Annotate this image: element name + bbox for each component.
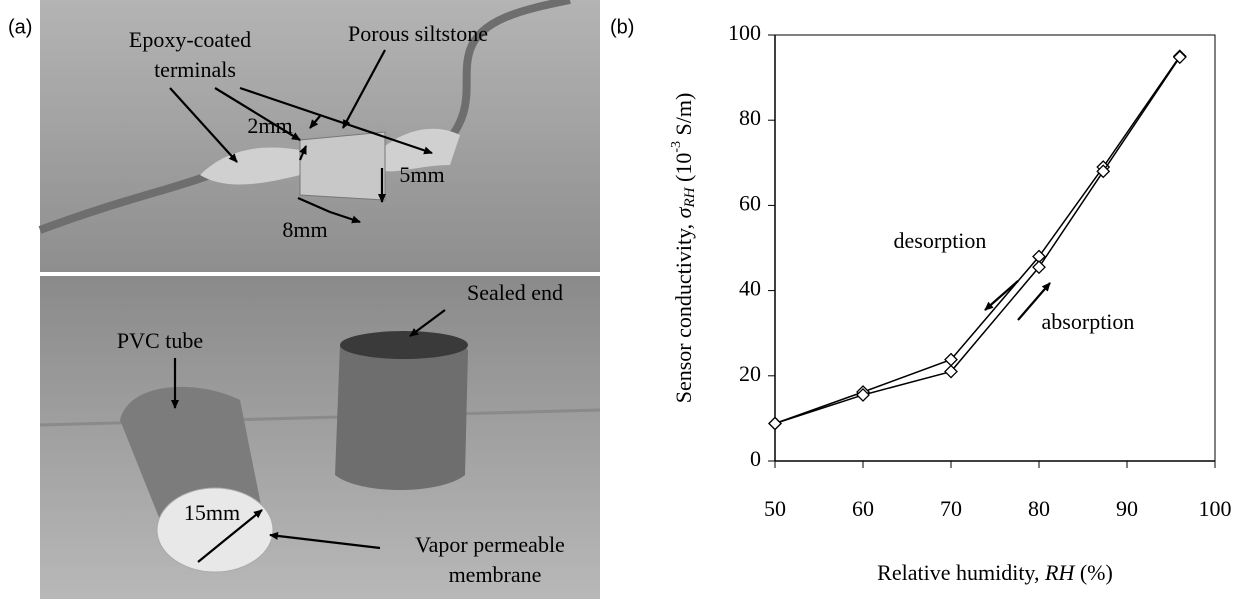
annotation: terminals — [154, 57, 236, 82]
y-axis-label-part: (10 — [671, 153, 696, 188]
sealed-end — [340, 331, 468, 359]
annotation: 2mm — [247, 113, 292, 138]
y-tick-label: 80 — [739, 105, 761, 130]
figure: (a) Epoxy-coated terminals Porous siltst… — [0, 0, 1237, 599]
series-annotation: desorption — [894, 228, 987, 253]
annotation: Epoxy-coated — [129, 27, 251, 52]
x-tick-label: 60 — [852, 496, 874, 521]
y-tick-label: 0 — [750, 446, 761, 471]
y-tick-label: 60 — [739, 190, 761, 215]
annotation: 15mm — [184, 500, 240, 525]
x-tick-label: 90 — [1116, 496, 1138, 521]
annotation: Vapor permeable — [415, 532, 565, 557]
x-axis-label-part: (%) — [1074, 560, 1112, 585]
annotation: PVC tube — [117, 328, 203, 353]
annotation: 8mm — [282, 217, 327, 242]
chart-panel: (b) 0 20 40 60 80 100 50 60 70 80 90 100 Relative hu… — [610, 16, 1232, 585]
x-tick-label: 50 — [764, 496, 786, 521]
y-tick-label: 40 — [739, 276, 761, 301]
sensor-block — [300, 132, 385, 200]
arrow — [985, 281, 1018, 310]
photo-panel: (a) Epoxy-coated terminals Porous siltst… — [8, 0, 600, 599]
x-axis-label: Relative humidity, RH (%) — [877, 560, 1113, 585]
x-axis-label-part: Relative humidity, — [877, 560, 1045, 585]
annotation: Sealed end — [467, 280, 563, 305]
panel-label: (a) — [8, 16, 32, 38]
y-axis-label-part: RH — [682, 186, 698, 208]
y-tick-label: 20 — [739, 361, 761, 386]
panel-label: (b) — [610, 16, 634, 38]
annotation: Porous siltstone — [348, 21, 488, 46]
y-tick-label: 100 — [728, 20, 761, 45]
x-tick-label: 100 — [1199, 496, 1232, 521]
annotation: 5mm — [399, 162, 444, 187]
y-axis-label-part: Sensor conductivity, — [671, 218, 696, 403]
marker — [769, 418, 781, 430]
series-annotation: absorption — [1042, 309, 1135, 334]
y-axis-label: Sensor conductivity, σRH (10-3 S/m) — [669, 93, 698, 404]
annotation: membrane — [449, 562, 542, 587]
x-axis-label-part: RH — [1044, 560, 1075, 585]
x-tick-label: 70 — [940, 496, 962, 521]
x-tick-label: 80 — [1028, 496, 1050, 521]
y-axis-label-part: -3 — [669, 141, 684, 153]
y-axis-label-part: S/m) — [671, 93, 696, 141]
plot-frame — [775, 35, 1215, 461]
